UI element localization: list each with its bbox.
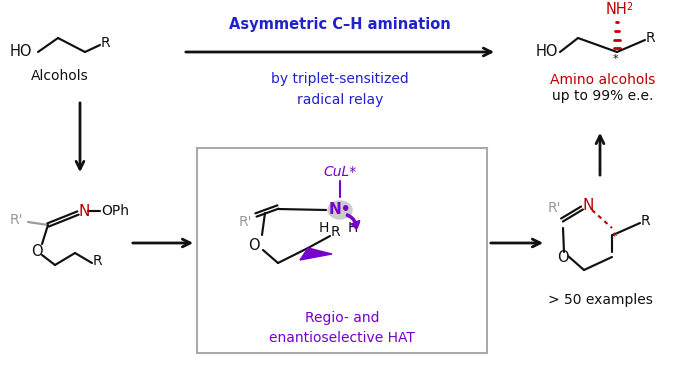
Text: N: N [583,198,595,213]
Text: O: O [248,237,260,252]
Text: NH: NH [606,3,627,18]
Text: CuL*: CuL* [323,165,357,179]
Text: N•: N• [329,202,351,217]
Text: R': R' [547,201,561,215]
Text: *: * [611,232,616,242]
Text: Regio- and
enantioselective HAT: Regio- and enantioselective HAT [269,311,415,345]
Ellipse shape [328,201,352,219]
Polygon shape [300,248,332,260]
Text: OPh: OPh [101,204,129,218]
Text: up to 99% e.e.: up to 99% e.e. [552,89,653,103]
Text: HO: HO [536,45,558,60]
Text: 2: 2 [626,2,632,12]
Text: HO: HO [10,45,32,60]
Text: R': R' [238,215,252,229]
Text: R': R' [10,213,23,227]
FancyArrowPatch shape [347,214,360,229]
Text: R: R [331,225,340,239]
Text: O: O [557,250,569,265]
Text: Alcohols: Alcohols [31,69,89,83]
Text: R: R [641,214,651,228]
Text: O: O [31,244,42,259]
Text: H: H [348,221,358,235]
Text: R: R [93,254,103,268]
Text: Asymmetric C–H amination: Asymmetric C–H amination [229,18,451,32]
Text: H: H [319,221,329,235]
FancyBboxPatch shape [197,148,487,353]
Text: R: R [646,31,656,45]
Text: by triplet-sensitized
radical relay: by triplet-sensitized radical relay [271,72,409,107]
Text: N: N [79,205,90,219]
Text: R: R [101,36,110,50]
Text: > 50 examples: > 50 examples [547,293,652,307]
Text: *: * [612,54,618,64]
Text: Amino alcohols: Amino alcohols [550,73,656,87]
